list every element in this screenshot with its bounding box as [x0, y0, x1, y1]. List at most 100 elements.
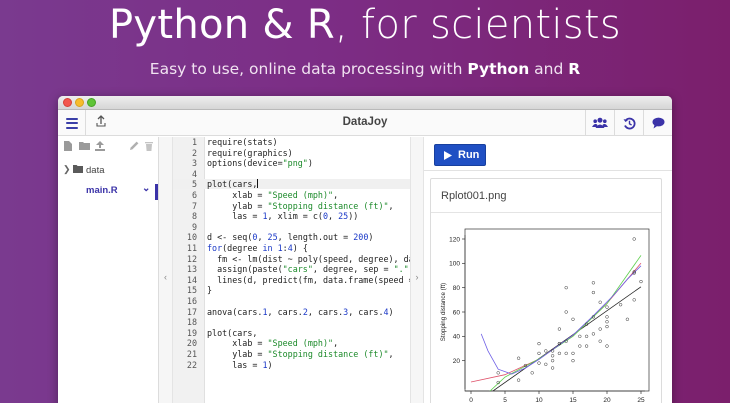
data-point: [618, 303, 623, 307]
code-line[interactable]: 8 las = 1, xlim = c(0, 25)): [173, 211, 410, 221]
code-text: las = 1): [207, 359, 273, 370]
code-text: xlab = "Speed (mph)",: [207, 190, 339, 200]
window-titlebar: [58, 96, 672, 110]
code-line[interactable]: 4: [173, 169, 410, 179]
code-line[interactable]: 16: [173, 296, 410, 306]
chat-icon[interactable]: [643, 110, 672, 136]
maximize-window-button[interactable]: [87, 98, 96, 107]
data-point: [584, 344, 589, 348]
data-point: [564, 286, 568, 290]
code-editor[interactable]: 1 require(stats) 2 require(graphics) 3 option…: [173, 137, 410, 403]
file-main-r[interactable]: main.R ⌄: [58, 183, 158, 200]
hero-subtitle-r: R: [568, 60, 581, 78]
data-point: [571, 317, 575, 321]
rename-icon[interactable]: [130, 141, 139, 150]
data-point: [530, 371, 534, 375]
data-point: [550, 359, 555, 363]
data-point: [598, 327, 602, 331]
x-tick-label: 25: [637, 397, 645, 403]
hero-subtitle: Easy to use, online data processing with…: [0, 60, 730, 78]
data-point: [591, 290, 596, 295]
data-point: [516, 378, 521, 382]
code-text: anova(cars.1, cars.2, cars.3, cars.4): [207, 306, 394, 317]
code-text: plot(cars,: [207, 327, 258, 338]
code-text: require(stats): [207, 137, 278, 147]
line-number: 17: [186, 306, 197, 317]
line-number: 15: [186, 285, 197, 296]
code-line[interactable]: 3 options(device="png"): [173, 158, 410, 168]
code-text: ylab = "Stopping distance (ft)",: [207, 349, 394, 359]
menu-icon[interactable]: [58, 110, 86, 136]
data-point: [557, 351, 562, 356]
chevron-down-icon[interactable]: ⌄: [142, 183, 151, 194]
code-line[interactable]: 9: [173, 222, 410, 232]
data-point: [564, 351, 568, 356]
data-point: [557, 327, 562, 331]
code-line[interactable]: 2 require(graphics): [173, 148, 410, 158]
fit-line: [489, 255, 642, 391]
line-number: 21: [186, 349, 197, 359]
close-window-button[interactable]: [63, 98, 72, 107]
code-line[interactable]: 10 d <- seq(0, 25, length.out = 200): [173, 232, 410, 242]
code-line[interactable]: 15}: [173, 285, 410, 295]
line-number: 18: [186, 317, 197, 328]
x-tick-label: 15: [569, 397, 577, 403]
data-point: [571, 351, 575, 356]
data-point: [537, 361, 541, 365]
data-point: [564, 339, 568, 343]
code-line[interactable]: 22 las = 1): [173, 360, 410, 370]
x-tick-label: 20: [603, 397, 611, 403]
folder-data[interactable]: ❯ data: [58, 164, 158, 180]
code-line[interactable]: 7 ylab = "Stopping distance (ft)",: [173, 201, 410, 211]
code-text: require(graphics): [207, 147, 293, 158]
fit-line: [470, 262, 642, 383]
file-label: main.R: [86, 185, 118, 196]
code-line[interactable]: 12 fm <- lm(dist ~ poly(speed, degree), …: [173, 254, 410, 264]
new-file-icon[interactable]: [64, 141, 72, 151]
data-point: [571, 359, 575, 363]
collapse-editor-handle[interactable]: ›: [410, 137, 424, 403]
output-pane: Run Rplot001.png 0 5 10 15 20 25 20 40 60 80 100 12…: [424, 137, 672, 403]
new-folder-icon[interactable]: [79, 141, 90, 150]
upload-icon[interactable]: [95, 141, 105, 151]
minimize-window-button[interactable]: [75, 98, 84, 107]
data-point: [605, 315, 609, 319]
users-icon[interactable]: [585, 110, 614, 136]
code-text: plot(cars,: [207, 179, 259, 190]
y-tick-label: 40: [453, 334, 461, 341]
line-number: 19: [186, 327, 197, 338]
line-number: 22: [186, 359, 197, 370]
data-point: [564, 310, 568, 314]
history-icon[interactable]: [614, 110, 643, 136]
fit-line: [492, 286, 642, 391]
plot-filename: Rplot001.png: [441, 190, 507, 202]
code-line[interactable]: 1 require(stats): [173, 137, 410, 147]
data-point: [591, 315, 596, 319]
hero-subtitle-text: Easy to use, online data processing with: [149, 60, 468, 78]
code-line[interactable]: 11 for(degree in 1:4) {: [173, 243, 410, 253]
data-point: [598, 339, 602, 343]
collapse-sidebar-handle[interactable]: ‹: [159, 137, 173, 403]
fit-line: [480, 265, 642, 375]
hero-title-main: Python & R: [108, 2, 336, 48]
code-line[interactable]: 17 anova(cars.1, cars.2, cars.3, cars.4): [173, 307, 410, 317]
chevron-right-icon[interactable]: ❯: [63, 164, 71, 174]
line-number: 16: [186, 296, 197, 306]
code-line[interactable]: 20 xlab = "Speed (mph)",: [173, 338, 410, 348]
share-icon[interactable]: [96, 115, 106, 130]
code-line[interactable]: 14 lines(d, predict(fm, data.frame(speed…: [173, 275, 410, 285]
delete-icon[interactable]: [145, 141, 153, 151]
code-line[interactable]: 13 assign(paste("cars", degree, sep = ".…: [173, 264, 410, 274]
code-line[interactable]: 5 plot(cars,: [173, 179, 410, 190]
run-button[interactable]: Run: [434, 144, 486, 166]
run-button-label: Run: [458, 149, 480, 161]
code-line[interactable]: 21 ylab = "Stopping distance (ft)",: [173, 349, 410, 359]
data-point: [544, 349, 548, 353]
data-point: [632, 237, 636, 241]
data-point: [557, 341, 562, 346]
code-line[interactable]: 6 xlab = "Speed (mph)",: [173, 190, 410, 200]
y-tick-label: 60: [453, 309, 461, 316]
line-number: 6: [191, 190, 197, 200]
code-line[interactable]: 18: [173, 317, 410, 327]
code-line[interactable]: 19 plot(cars,: [173, 328, 410, 338]
